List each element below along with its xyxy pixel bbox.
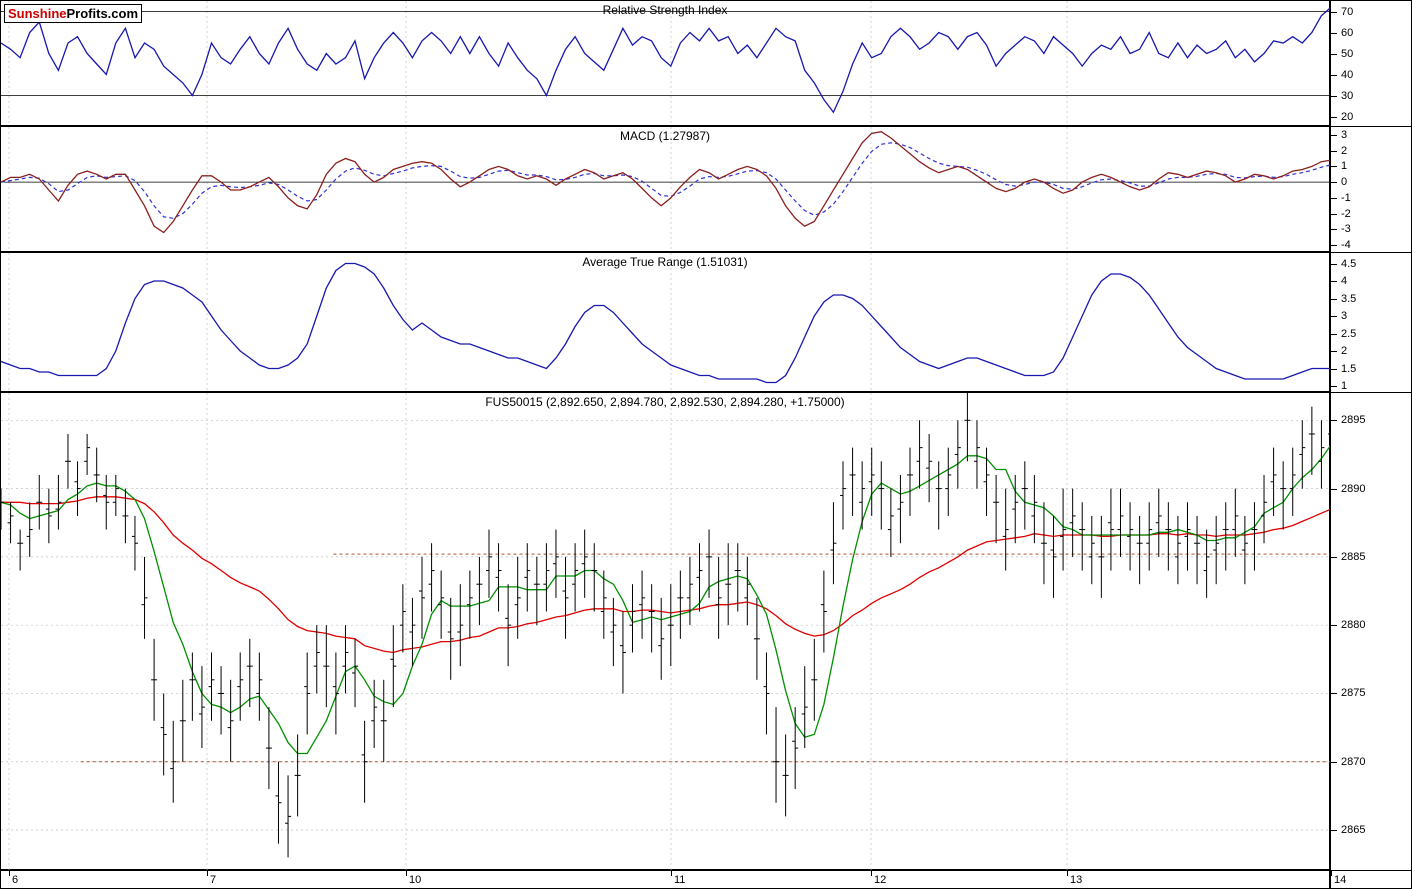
watermark: SunshineProfits.com [4, 4, 142, 23]
ytick-label: -1 [1341, 192, 1351, 204]
xtick-label: 11 [674, 874, 685, 888]
ytick-label: 2865 [1341, 824, 1365, 836]
price-panel: FUS50015 (2,892.650, 2,894.780, 2,892.53… [0, 392, 1330, 870]
ytick-label: 2870 [1341, 756, 1365, 768]
price-title: FUS50015 (2,892.650, 2,894.780, 2,892.53… [485, 395, 844, 409]
xaxis-panel: 671011121314 [0, 870, 1330, 889]
ytick-label: 2 [1341, 345, 1347, 357]
rsi-title: Relative Strength Index [603, 3, 728, 17]
ytick-label: 2 [1341, 145, 1347, 157]
ytick-label: 3.5 [1341, 293, 1356, 305]
ytick-label: 2875 [1341, 687, 1365, 699]
ytick-label: 30 [1341, 90, 1353, 102]
atr-panel: Average True Range (1.51031) [0, 252, 1330, 392]
ytick-label: 40 [1341, 69, 1353, 81]
ytick-label: -4 [1341, 239, 1351, 251]
ytick-label: 2880 [1341, 619, 1365, 631]
ytick-label: 1 [1341, 380, 1347, 392]
ytick-label: 20 [1341, 111, 1353, 123]
ytick-label: 1.5 [1341, 363, 1356, 375]
ytick-label: 2895 [1341, 414, 1365, 426]
watermark-sunshine: Sunshine [8, 6, 67, 21]
ytick-label: 3 [1341, 129, 1347, 141]
atr-title: Average True Range (1.51031) [582, 255, 747, 269]
ytick-label: 4 [1341, 275, 1347, 287]
ytick-label: 1 [1341, 160, 1347, 172]
ytick-label: 3 [1341, 310, 1347, 322]
ytick-label: 2885 [1341, 551, 1365, 563]
ytick-label: -3 [1341, 223, 1351, 235]
xtick-label: 12 [874, 874, 886, 888]
ytick-label: 70 [1341, 6, 1353, 18]
ytick-label: 2.5 [1341, 328, 1356, 340]
xtick-label: 6 [12, 874, 18, 888]
ytick-label: -2 [1341, 208, 1351, 220]
xtick-label: 7 [210, 874, 216, 888]
ytick-label: 0 [1341, 176, 1347, 188]
xtick-label: 13 [1070, 874, 1082, 888]
ytick-label: 2890 [1341, 483, 1365, 495]
ytick-label: 60 [1341, 27, 1353, 39]
ytick-label: 4.5 [1341, 258, 1356, 270]
watermark-profits: Profits.com [67, 6, 139, 21]
xtick-label: 10 [409, 874, 421, 888]
rsi-panel: Relative Strength Index [0, 0, 1330, 126]
ytick-label: 50 [1341, 48, 1353, 60]
macd-panel: MACD (1.27987) [0, 126, 1330, 252]
macd-title: MACD (1.27987) [620, 129, 710, 143]
